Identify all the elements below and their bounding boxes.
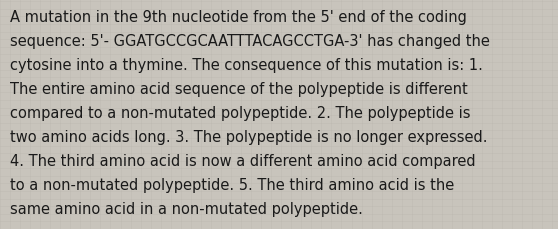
Text: 4. The third amino acid is now a different amino acid compared: 4. The third amino acid is now a differe… bbox=[10, 153, 475, 168]
Text: cytosine into a thymine. The consequence of this mutation is: 1.: cytosine into a thymine. The consequence… bbox=[10, 58, 483, 73]
Text: The entire amino acid sequence of the polypeptide is different: The entire amino acid sequence of the po… bbox=[10, 82, 468, 97]
Text: A mutation in the 9th nucleotide from the 5' end of the coding: A mutation in the 9th nucleotide from th… bbox=[10, 10, 467, 25]
Text: same amino acid in a non-mutated polypeptide.: same amino acid in a non-mutated polypep… bbox=[10, 201, 363, 216]
Text: to a non-mutated polypeptide. 5. The third amino acid is the: to a non-mutated polypeptide. 5. The thi… bbox=[10, 177, 454, 192]
Text: compared to a non-mutated polypeptide. 2. The polypeptide is: compared to a non-mutated polypeptide. 2… bbox=[10, 106, 470, 120]
Text: sequence: 5'- GGATGCCGCAATTTACAGCCTGA-3' has changed the: sequence: 5'- GGATGCCGCAATTTACAGCCTGA-3'… bbox=[10, 34, 490, 49]
Text: two amino acids long. 3. The polypeptide is no longer expressed.: two amino acids long. 3. The polypeptide… bbox=[10, 129, 488, 144]
